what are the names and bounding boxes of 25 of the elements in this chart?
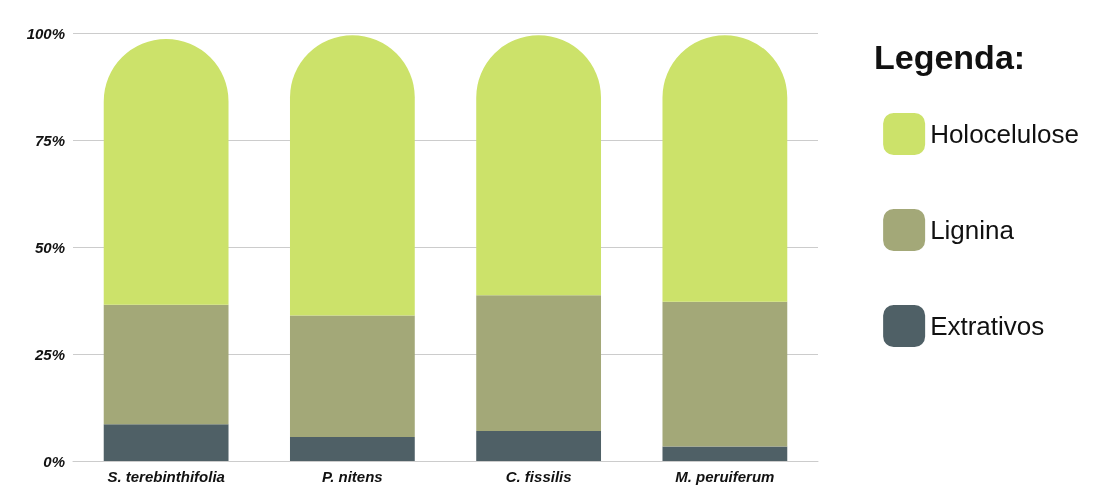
bar <box>103 38 229 305</box>
y-tick-label: 0% <box>43 452 65 470</box>
bar <box>289 315 415 438</box>
y-tick-label: 25% <box>33 345 65 363</box>
y-tick-label: 75% <box>34 131 65 149</box>
bar <box>662 446 788 461</box>
x-tick-label: P. nitens <box>322 468 383 485</box>
bar <box>476 35 602 296</box>
bar <box>662 301 788 447</box>
x-tick-label: C. fissilis <box>505 468 572 485</box>
bar <box>289 437 415 461</box>
x-tick-label: M. peruiferum <box>675 468 775 485</box>
legend-label: Lignina <box>930 215 1015 245</box>
y-tick-label: 50% <box>34 238 65 256</box>
legend-label: Holocelulose <box>930 119 1080 149</box>
bar <box>103 304 229 425</box>
legend-title: Legenda: <box>874 38 1026 76</box>
y-tick-label: 100% <box>26 24 65 42</box>
bar <box>476 431 602 461</box>
bar <box>289 35 415 316</box>
legend-label: Extrativos <box>930 311 1045 341</box>
bar <box>476 295 602 432</box>
bar <box>662 35 788 302</box>
x-tick-label: S. terebinthifolia <box>107 468 225 485</box>
bar <box>103 424 229 461</box>
